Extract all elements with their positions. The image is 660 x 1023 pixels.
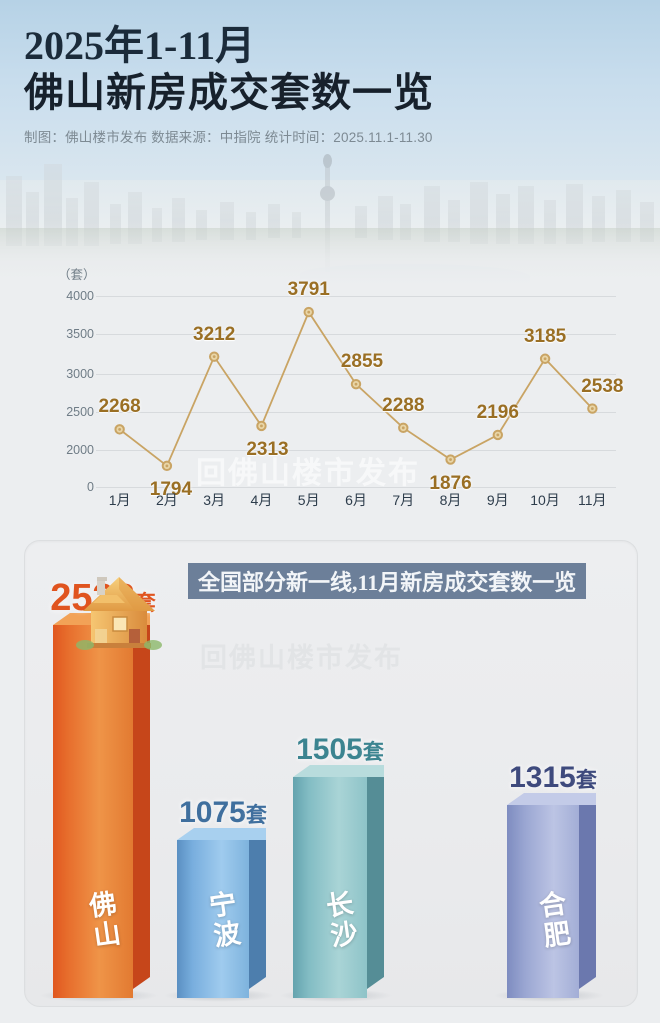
x-tick-8: 8月	[439, 492, 462, 508]
bar-side-face	[367, 768, 384, 989]
y-tick-0: 0	[87, 480, 94, 494]
y-tick-3000: 3000	[66, 367, 94, 381]
y-axis-tick-labels: 4000 3500 3000 2500 2000 0	[42, 262, 94, 537]
x-axis-tick-labels: 1月 2月 3月 4月 5月 6月 7月 8月 9月 10月 11月	[96, 490, 616, 520]
title-block: 2025年1-11月 佛山新房成交套数一览 制图：佛山楼市发布 数据来源：中指院…	[24, 24, 434, 146]
value-label-5月: 3791	[287, 279, 330, 301]
data-point-core	[260, 424, 263, 428]
grid-lines	[96, 262, 616, 537]
bar-city-char: 长	[324, 888, 356, 922]
value-label-6月: 2855	[340, 351, 384, 373]
data-point-core	[496, 433, 500, 437]
bar-value-label-长沙: 1505套	[296, 733, 384, 767]
bar-宁波[interactable]	[177, 828, 266, 998]
value-label-3月: 3212	[193, 323, 236, 345]
data-point-core	[307, 310, 311, 314]
data-point-core	[354, 382, 358, 386]
line-series	[114, 306, 598, 472]
bar-value-unit: 套	[245, 804, 267, 827]
bar-side-face	[249, 831, 266, 989]
y-tick-3500: 3500	[66, 327, 94, 341]
bar-value-label-宁波: 1075套	[179, 796, 267, 830]
house-illustration-icon	[76, 577, 162, 650]
gridline-4000	[96, 296, 616, 297]
tv-tower-icon	[320, 154, 335, 272]
bar-city-char: 山	[91, 918, 123, 952]
gridline-3500	[96, 334, 616, 335]
bar-front-face	[177, 840, 249, 998]
x-tick-4: 4月	[250, 492, 273, 508]
bar-front-face	[507, 805, 579, 998]
bar-side-face	[579, 796, 596, 989]
bar-chart-card: 全国部分新一线,11月新房成交套数一览 2538套佛山1075套宁波1505套长…	[24, 540, 638, 1007]
sky-gradient	[0, 0, 660, 180]
bar-top-face	[507, 793, 596, 805]
bar-value-unit: 套	[362, 741, 384, 764]
x-tick-9: 9月	[486, 492, 509, 508]
data-point-core	[118, 427, 122, 431]
y-tick-2500: 2500	[66, 405, 94, 419]
bar-city-char: 合	[537, 888, 569, 922]
x-tick-7: 7月	[392, 492, 415, 508]
bar-value-unit: 套	[575, 769, 597, 792]
data-point-core	[590, 407, 594, 410]
bar-value-number: 1315	[509, 761, 576, 794]
gridline-3000	[96, 374, 616, 375]
gridline-0	[96, 487, 616, 488]
bar-佛山[interactable]	[53, 613, 150, 998]
bar-value-number: 1505	[296, 733, 363, 766]
bar-city-char: 宁	[207, 888, 239, 922]
data-point-core	[165, 464, 169, 468]
y-tick-4000: 4000	[66, 289, 94, 303]
credits-line: 制图：佛山楼市发布 数据来源：中指院 统计时间：2025.11.1-11.30	[24, 130, 433, 145]
line-chart: （套） 4000 3500 3000 2500 2000 0 2268 1794 3212 23…	[0, 262, 660, 537]
value-label-7月: 2288	[382, 394, 425, 416]
value-label-11月: 2538	[581, 375, 624, 397]
y-axis-unit-label: （套）	[58, 268, 96, 282]
gridline-2500	[96, 412, 616, 413]
data-point-core	[449, 458, 452, 461]
data-point-core	[401, 426, 405, 430]
data-point-core	[543, 357, 547, 361]
x-tick-5: 5月	[297, 492, 320, 508]
bar-top-face	[293, 765, 384, 777]
bar-chart-title-banner: 全国部分新一线,11月新房成交套数一览	[188, 563, 587, 599]
bar-value-number: 1075	[179, 796, 246, 829]
bar-city-char: 佛	[87, 888, 119, 922]
value-label-1月: 2268	[98, 396, 141, 418]
bar-city-char: 肥	[541, 918, 573, 952]
value-label-8月: 1876	[429, 472, 472, 494]
x-tick-3: 3月	[203, 492, 226, 508]
bar-top-face	[177, 828, 266, 840]
value-label-9月: 2196	[476, 401, 519, 423]
bar-合肥[interactable]	[507, 793, 596, 998]
x-tick-2: 2月	[156, 492, 178, 508]
value-label-2月: 1794	[149, 478, 193, 500]
photo-fade-overlay	[0, 220, 660, 290]
bar-side-face	[133, 616, 150, 989]
bar-front-face	[293, 777, 367, 998]
x-tick-1: 1月	[108, 492, 131, 508]
bar-长沙[interactable]	[293, 765, 384, 998]
gridline-2000	[96, 450, 616, 451]
value-label-4月: 2313	[246, 438, 289, 460]
page-title-line1: 2025年1-11月	[24, 23, 256, 68]
hero-section: 2025年1-11月 佛山新房成交套数一览 制图：佛山楼市发布 数据来源：中指院…	[0, 0, 660, 290]
y-tick-2000: 2000	[66, 443, 94, 457]
bar-chart-title: 全国部分新一线,11月新房成交套数一览	[198, 570, 577, 595]
page-title-line2: 佛山新房成交套数一览	[24, 70, 434, 115]
bar-city-char: 波	[211, 918, 243, 952]
bar-front-face	[53, 625, 133, 998]
value-label-10月: 3185	[523, 325, 567, 347]
x-tick-10: 10月	[530, 492, 560, 508]
x-tick-11: 11月	[578, 492, 607, 508]
data-point-core	[212, 355, 216, 359]
x-tick-6: 6月	[345, 492, 367, 508]
bar-city-char: 沙	[328, 918, 360, 952]
bar-value-label-合肥: 1315套	[509, 761, 597, 795]
